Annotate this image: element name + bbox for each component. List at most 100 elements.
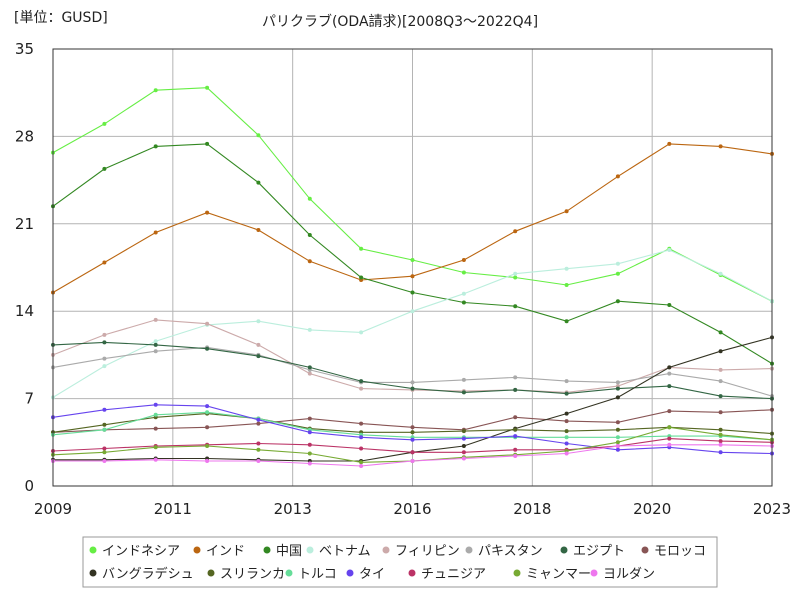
data-point [307, 233, 312, 237]
x-tick-label: 2018 [513, 500, 551, 518]
data-point [205, 410, 210, 415]
data-point [667, 248, 672, 252]
legend-marker [465, 546, 473, 554]
legend-item: トルコ [285, 567, 337, 582]
legend-label: タイ [359, 567, 385, 582]
data-point [205, 210, 210, 215]
chart-title: パリクラブ(ODA請求)[2008Q3～2022Q4] [262, 13, 538, 30]
data-point [410, 258, 415, 262]
series [51, 402, 774, 456]
data-point [718, 442, 723, 447]
data-point [153, 445, 158, 450]
data-point [461, 291, 466, 296]
data-point [256, 447, 261, 452]
legend-marker [641, 546, 649, 554]
data-point [153, 412, 158, 417]
data-point [307, 461, 312, 466]
data-point [667, 141, 672, 146]
legend-item: インドネシア [89, 544, 180, 559]
data-point [307, 442, 312, 447]
data-point [256, 133, 261, 138]
data-point [461, 429, 466, 434]
data-point [102, 407, 107, 412]
x-tick-label: 2023 [753, 500, 791, 518]
legend-marker [207, 569, 215, 577]
data-point [718, 330, 723, 335]
data-point [667, 365, 672, 370]
data-point [667, 303, 672, 307]
data-point [410, 380, 415, 385]
data-point [102, 427, 107, 432]
legend-item: 中国 [263, 544, 302, 559]
data-point [513, 271, 518, 276]
data-point [564, 319, 569, 324]
data-point [256, 319, 261, 324]
legend-item: インド [193, 544, 245, 559]
data-point [102, 340, 107, 345]
legend-marker [408, 569, 416, 577]
data-point [359, 386, 364, 391]
data-point [410, 430, 415, 435]
data-point [256, 354, 261, 359]
data-point [256, 342, 261, 347]
legend-marker [382, 546, 390, 554]
data-point [102, 166, 107, 171]
data-point [410, 290, 415, 295]
legend-marker [193, 546, 201, 554]
data-point [256, 441, 261, 446]
legend-item: タイ [346, 567, 385, 582]
y-tick-label: 0 [24, 477, 34, 495]
data-point [205, 425, 210, 430]
data-point [205, 321, 210, 326]
legend-label: インドネシア [102, 544, 180, 559]
legend-item: エジプト [560, 544, 625, 559]
legend-item: ベトナム [306, 544, 371, 559]
data-point [205, 404, 210, 409]
data-point [153, 402, 158, 407]
legend: インドネシア インド 中国 ベトナム フィリピン パキスタン エジプト モロッコバングラデシュ… [82, 536, 718, 588]
legend-marker [306, 546, 314, 554]
data-point [359, 379, 364, 384]
data-point [615, 447, 620, 452]
legend-marker [346, 569, 354, 577]
data-point [307, 365, 312, 370]
data-point [615, 261, 620, 266]
data-point [153, 230, 158, 235]
data-point [307, 416, 312, 421]
data-point [718, 349, 723, 354]
data-point [461, 444, 466, 448]
data-point [102, 422, 107, 427]
data-point [461, 436, 466, 441]
data-point [718, 427, 723, 432]
data-point [461, 300, 466, 305]
legend-marker [263, 546, 271, 554]
data-point [564, 266, 569, 271]
data-point [718, 144, 723, 149]
legend-label: ミャンマー [526, 567, 591, 582]
data-point [564, 379, 569, 384]
y-tick-label: 21 [15, 215, 34, 233]
legend-label: トルコ [298, 567, 337, 582]
legend-marker [285, 569, 293, 577]
data-point [615, 444, 620, 448]
legend-marker [560, 546, 568, 554]
data-point [564, 435, 569, 440]
data-point [461, 270, 466, 275]
legend-label: パキスタン [478, 544, 543, 559]
data-point [205, 346, 210, 351]
data-point [307, 451, 312, 456]
data-point [307, 196, 312, 201]
data-point [205, 141, 210, 146]
data-point [153, 317, 158, 322]
legend-label: チュニジア [421, 567, 486, 582]
series-lines [51, 85, 774, 468]
data-point [615, 427, 620, 432]
series [51, 141, 774, 366]
x-tick-label: 2020 [633, 500, 671, 518]
data-point [307, 430, 312, 435]
data-point [667, 384, 672, 389]
legend-marker [513, 569, 521, 577]
legend-label: バングラデシュ [102, 566, 194, 582]
data-point [256, 228, 261, 232]
data-point [615, 435, 620, 440]
